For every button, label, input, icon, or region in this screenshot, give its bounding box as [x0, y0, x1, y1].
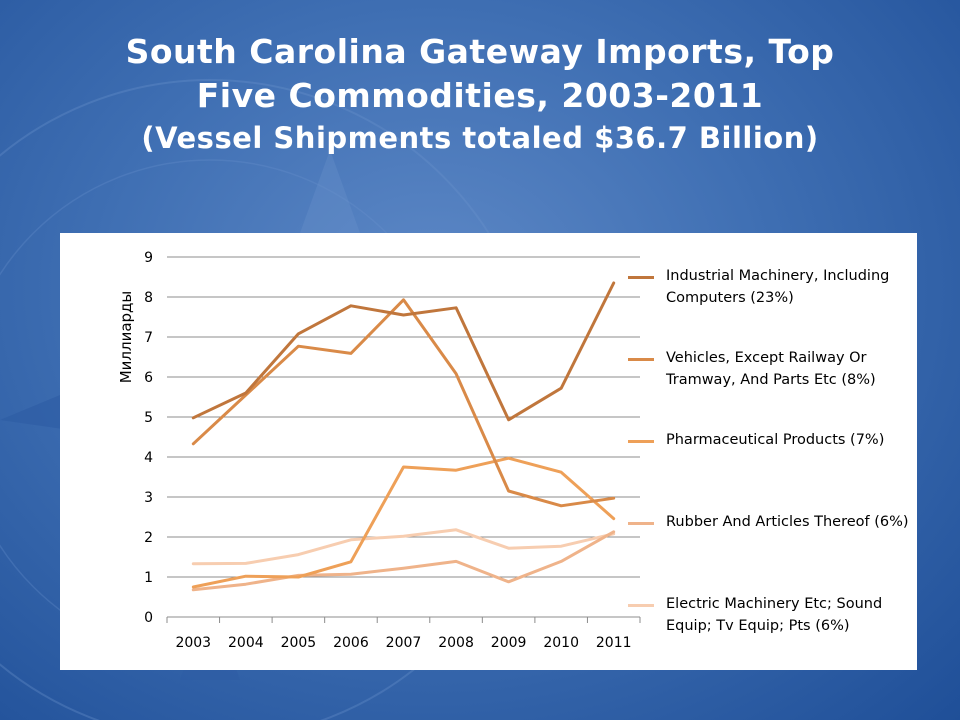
slide-title-line-2: Five Commodities, 2003-2011	[196, 76, 764, 115]
line-chart: 0 1 2 3 4 5 6 7 8 9 2003 2004 2005 2006 2007 2008 2009 20…	[117, 250, 641, 651]
y-tick-label: 9	[144, 250, 153, 266]
legend-label: Vehicles, Except Railway Or Tramway, And…	[666, 350, 876, 388]
x-tick-label: 2005	[281, 635, 317, 651]
legend-label: Electric Machinery Etc; Sound Equip; Tv …	[666, 596, 883, 634]
y-tick-label: 5	[144, 410, 153, 426]
x-tick-label: 2004	[228, 635, 264, 651]
series-line	[191, 298, 616, 508]
legend-item: Pharmaceutical Products (7%)	[628, 429, 913, 451]
legend-label: Pharmaceutical Products (7%)	[666, 432, 885, 448]
legend-swatch	[628, 358, 654, 361]
legend-label: Industrial Machinery, Including Computer…	[666, 268, 890, 306]
legend-swatch	[628, 604, 654, 607]
y-axis-title: Миллиарды	[117, 291, 135, 384]
y-tick-label: 2	[144, 530, 153, 546]
slide-title-line-1: South Carolina Gateway Imports, Top	[125, 32, 835, 71]
legend-swatch	[628, 440, 654, 443]
y-tick-label: 1	[144, 570, 153, 586]
slide-title-block: South Carolina Gateway Imports, Top Five…	[0, 30, 960, 158]
legend-label: Rubber And Articles Thereof (6%)	[666, 514, 909, 530]
series-line	[191, 530, 616, 592]
x-tick-label: 2008	[438, 635, 474, 651]
x-tick-label: 2009	[491, 635, 527, 651]
chart-card: 0 1 2 3 4 5 6 7 8 9 2003 2004 2005 2006 2007 2008 2009 20…	[60, 233, 917, 670]
x-tick-label: 2006	[333, 635, 369, 651]
y-tick-label: 8	[144, 290, 153, 306]
y-tick-label: 3	[144, 490, 153, 506]
x-tick-label: 2007	[386, 635, 422, 651]
series-line	[191, 528, 616, 566]
legend-item: Industrial Machinery, Including Computer…	[628, 265, 913, 309]
y-tick-label: 0	[144, 610, 153, 626]
legend-swatch	[628, 522, 654, 525]
legend-swatch	[628, 276, 654, 279]
y-tick-label: 7	[144, 330, 153, 346]
y-tick-label: 6	[144, 370, 153, 386]
legend-item: Electric Machinery Etc; Sound Equip; Tv …	[628, 593, 913, 637]
x-tick-label: 2003	[175, 635, 211, 651]
legend-item: Rubber And Articles Thereof (6%)	[628, 511, 913, 533]
x-tick-label: 2010	[543, 635, 579, 651]
legend-item: Vehicles, Except Railway Or Tramway, And…	[628, 347, 913, 391]
series-line	[191, 281, 616, 422]
series-line	[191, 456, 616, 589]
x-tick-label: 2011	[596, 635, 632, 651]
y-tick-label: 4	[144, 450, 153, 466]
slide-subtitle: (Vessel Shipments totaled $36.7 Billion)	[141, 121, 819, 155]
